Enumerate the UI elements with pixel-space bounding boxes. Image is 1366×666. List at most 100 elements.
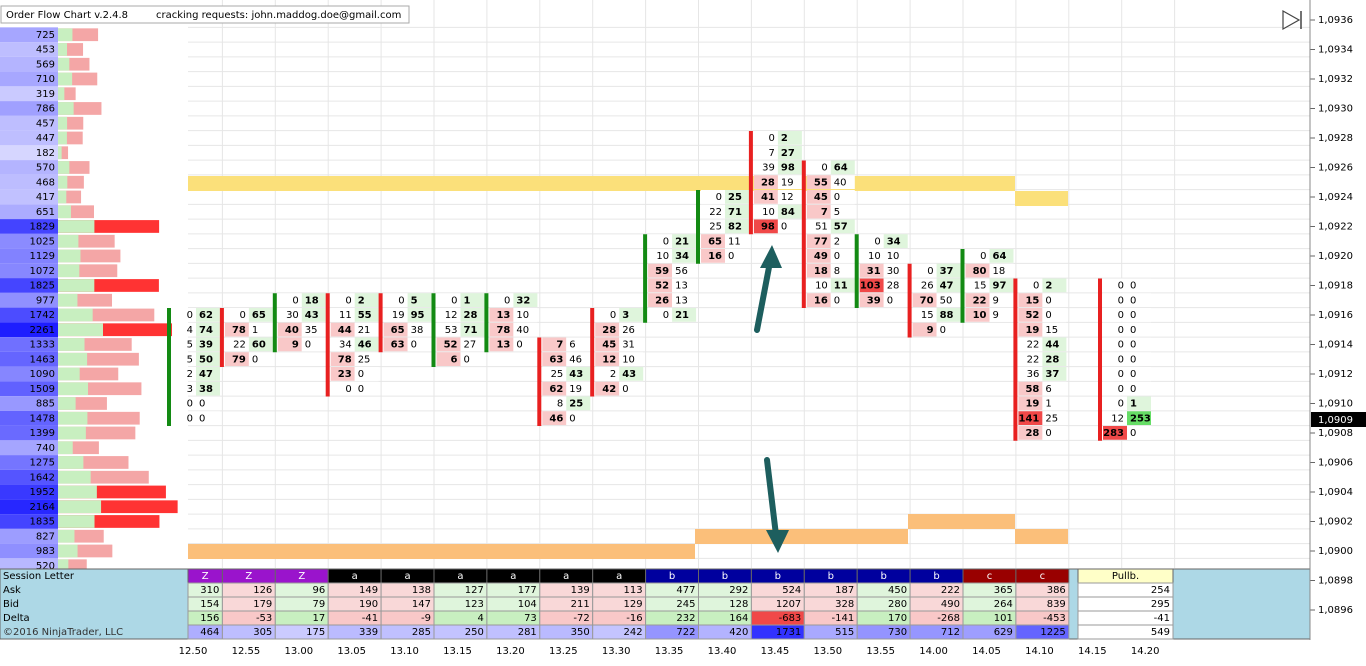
ask-cell <box>1127 322 1151 337</box>
ask-cell <box>460 337 485 352</box>
bid-cell <box>1103 352 1127 366</box>
ask-cell <box>1127 308 1151 322</box>
ask-value: 62 <box>199 310 213 321</box>
bid-cell <box>277 293 302 307</box>
profile-bar-bid <box>58 367 80 381</box>
play-button[interactable] <box>1282 9 1302 31</box>
letter: c <box>1040 571 1046 582</box>
bid-cell <box>489 337 514 352</box>
profile-value: 182 <box>36 148 55 159</box>
letter: a <box>510 571 516 582</box>
ask-cell <box>777 131 802 145</box>
price-label: 1,0928 <box>1318 133 1353 144</box>
ask-cell <box>566 411 591 425</box>
bid-cell <box>595 367 620 381</box>
last-price: 1,0909 <box>1318 415 1353 426</box>
ask-value: 43 <box>622 369 636 380</box>
profile-label-bg <box>0 322 58 338</box>
ask-value: 0 <box>199 413 205 424</box>
bid-cell <box>542 337 567 352</box>
bid-value: 839 <box>1047 599 1066 610</box>
bid-value: 4 <box>187 325 193 336</box>
ask-value: 57 <box>834 222 848 233</box>
bid-value: 98 <box>761 222 775 233</box>
profile-value: 977 <box>36 295 55 306</box>
ask-value: 0 <box>1130 340 1136 351</box>
ask-value: 450 <box>888 585 907 596</box>
bid-cell <box>1018 293 1043 307</box>
bid-cell <box>595 322 620 337</box>
profile-value: 710 <box>36 74 55 85</box>
ask-value: 138 <box>412 585 431 596</box>
bid-value: 490 <box>941 599 960 610</box>
bid-cell <box>753 204 778 219</box>
ask-value: 71 <box>464 325 478 336</box>
profile-value: 319 <box>36 89 55 100</box>
bid-value: 0 <box>769 133 775 144</box>
profile-value: 453 <box>36 45 55 56</box>
ask-cell <box>407 308 432 322</box>
bid-value: 0 <box>1118 340 1124 351</box>
profile-value: 1090 <box>30 369 55 380</box>
ask-value: 0 <box>887 295 893 306</box>
ask-value: 12 <box>781 192 794 203</box>
play-icon[interactable] <box>1282 9 1301 31</box>
ask-value: 1 <box>252 325 258 336</box>
ask-cell <box>1127 278 1151 293</box>
profile-bar-bid <box>58 234 79 248</box>
time-label: 13.30 <box>602 646 631 657</box>
profile-bar-bid <box>58 116 68 130</box>
bid-cell <box>806 263 831 278</box>
bid-cell <box>701 249 725 263</box>
bid-cell <box>436 337 461 352</box>
bid-cell <box>172 352 196 366</box>
ask-value: 0 <box>1130 384 1136 395</box>
profile-bar-bid <box>58 28 73 42</box>
bid-cell <box>1103 308 1127 322</box>
ask-value: 88 <box>940 310 954 321</box>
time-label: 12.55 <box>232 646 261 657</box>
price-label: 1,0902 <box>1318 517 1353 528</box>
bid-cell <box>648 249 673 263</box>
ask-value: 13 <box>675 281 688 292</box>
bid-value: 129 <box>624 599 643 610</box>
bid-value: 19 <box>392 310 405 321</box>
ask-cell <box>883 278 908 293</box>
bid-cell <box>1103 396 1127 411</box>
bid-value: 22 <box>1027 340 1040 351</box>
ask-value: 98 <box>781 163 795 174</box>
price-label: 1,0936 <box>1318 15 1353 26</box>
candle <box>219 308 224 367</box>
bid-value: 0 <box>187 399 193 410</box>
ask-cell <box>301 337 326 352</box>
profile-label-bg <box>0 204 58 220</box>
delta-value: -453 <box>1043 613 1066 624</box>
arrow <box>754 259 773 333</box>
bid-value: 0 <box>504 295 510 306</box>
price-label: 1,0898 <box>1318 576 1353 587</box>
bid-value: 0 <box>187 310 193 321</box>
bid-value: 10 <box>762 207 775 218</box>
ask-value: 25 <box>1045 413 1058 424</box>
ask-cell <box>301 322 326 337</box>
bid-value: 28 <box>602 325 616 336</box>
row-label: Delta <box>3 613 30 624</box>
ask-cell <box>1042 381 1067 396</box>
bid-value: 10 <box>973 310 987 321</box>
ask-cell <box>460 308 485 322</box>
bid-value: 1207 <box>776 599 801 610</box>
bid-value: 16 <box>814 295 828 306</box>
bid-cell <box>753 145 778 160</box>
bid-cell <box>912 278 937 293</box>
bid-cell <box>701 234 725 248</box>
ask-value: 1 <box>1130 399 1137 410</box>
copyright: ©2016 NinjaTrader, LLC <box>3 627 123 638</box>
profile-bar-bid <box>58 470 91 484</box>
profile-bar-bid <box>58 161 70 174</box>
price-label: 1,0934 <box>1318 45 1353 56</box>
ask-cell <box>936 308 961 322</box>
bid-value: 19 <box>1025 399 1039 410</box>
letter: c <box>987 571 993 582</box>
bid-cell <box>542 396 567 411</box>
